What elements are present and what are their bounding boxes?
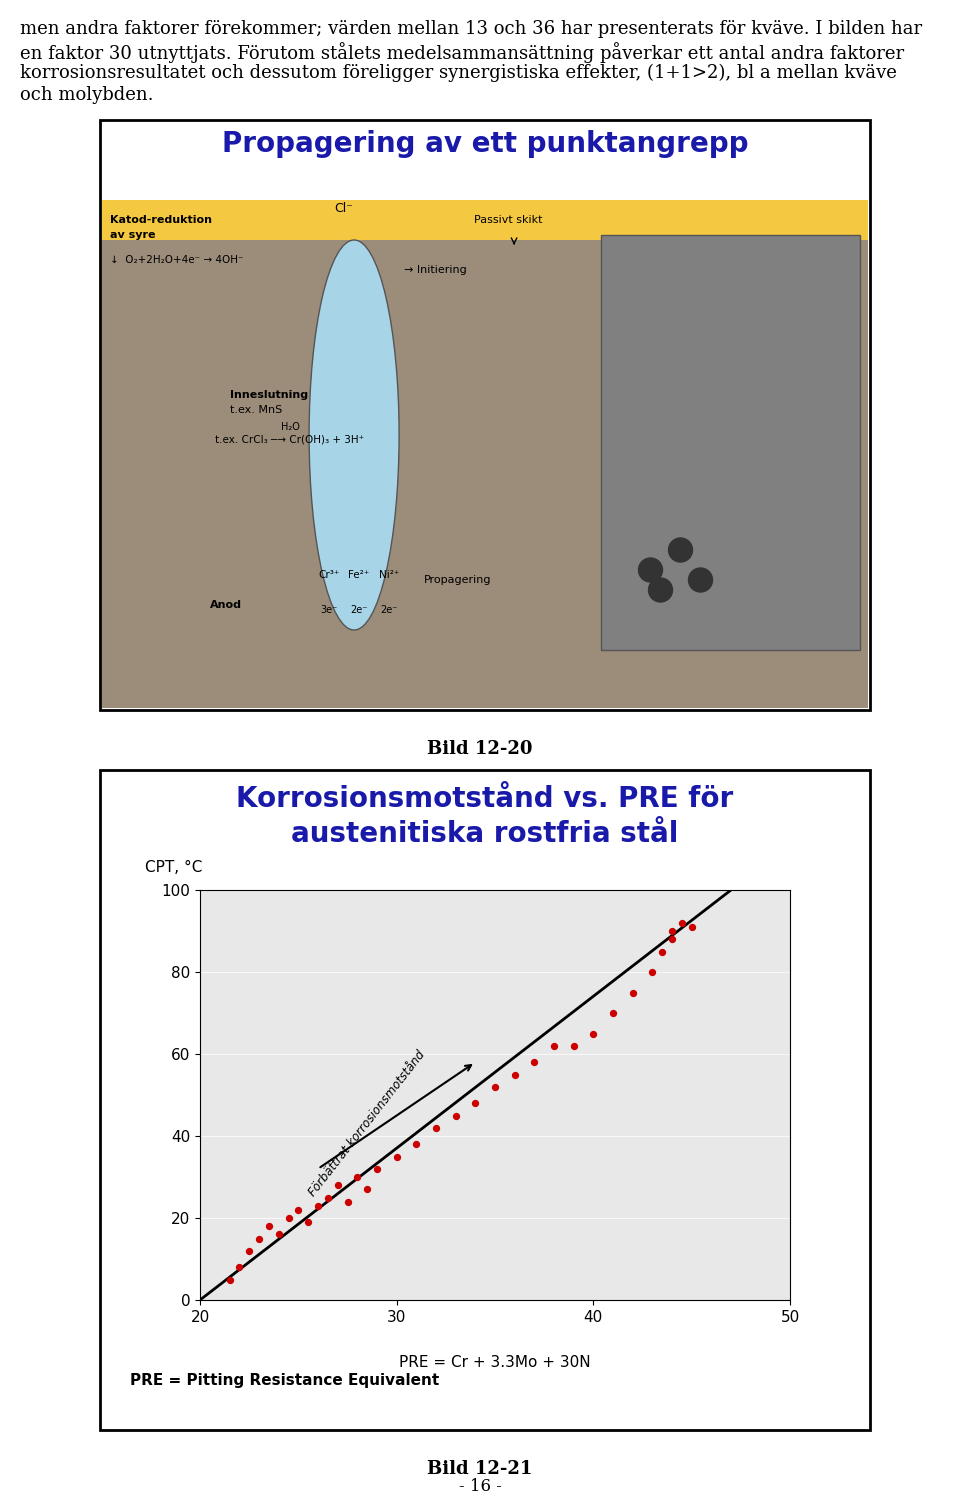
Text: PRE = Pitting Resistance Equivalent: PRE = Pitting Resistance Equivalent [130,1373,440,1388]
Point [330,1173,346,1197]
Circle shape [668,538,692,562]
Text: Bild 12-20: Bild 12-20 [427,740,533,758]
Point [261,1214,276,1238]
Text: → Initiering: → Initiering [404,264,467,275]
Text: och molybden.: och molybden. [20,86,154,104]
Text: Ni²⁺: Ni²⁺ [379,569,399,580]
Text: av syre: av syre [110,230,156,240]
Text: t.ex. CrCl₃ ─→ Cr(OH)₃ + 3H⁺: t.ex. CrCl₃ ─→ Cr(OH)₃ + 3H⁺ [215,435,364,445]
Bar [102,199,868,240]
Text: - 16 -: - 16 - [459,1478,501,1495]
Text: Propagering av ett punktangrepp: Propagering av ett punktangrepp [222,130,748,159]
Point [231,1255,247,1279]
Text: Fe²⁺: Fe²⁺ [348,569,370,580]
Point [389,1145,404,1169]
Point [546,1034,562,1059]
Text: Korrosionsmotstånd vs. PRE för: Korrosionsmotstånd vs. PRE för [236,785,733,812]
Point [527,1049,542,1074]
Point [684,915,699,939]
Text: korrosionsresultatet och dessutom föreligger synergistiska effekter, (1+1>2), bl: korrosionsresultatet och dessutom föreli… [20,63,897,82]
Point [340,1190,355,1214]
Text: austenitiska rostfria stål: austenitiska rostfria stål [291,820,679,849]
Text: Propagering: Propagering [424,575,492,584]
Point [674,911,689,935]
Text: CPT, °C: CPT, °C [145,861,203,874]
Text: Passivt skikt: Passivt skikt [474,214,542,225]
Text: Bild 12-21: Bild 12-21 [427,1460,533,1478]
Text: men andra faktorer förekommer; värden mellan 13 och 36 har presenterats för kväv: men andra faktorer förekommer; värden me… [20,20,923,38]
Point [242,1238,257,1262]
Text: 3e⁻: 3e⁻ [321,606,338,615]
Bar [601,236,860,649]
Point [222,1267,237,1291]
Text: 2e⁻: 2e⁻ [350,606,368,615]
Circle shape [649,578,673,602]
Text: Anod: Anod [210,599,242,610]
Circle shape [638,559,662,581]
Text: Katod-reduktion: Katod-reduktion [110,214,212,225]
Point [468,1092,483,1116]
Text: ↓  O₂+2H₂O+4e⁻ → 4OH⁻: ↓ O₂+2H₂O+4e⁻ → 4OH⁻ [110,255,244,264]
Point [281,1206,297,1231]
Point [359,1178,374,1202]
Point [409,1132,424,1157]
Bar [102,240,868,708]
Point [252,1226,267,1250]
Point [291,1197,306,1222]
Text: en faktor 30 utnyttjats. Förutom stålets medelsammansättning påverkar ett antal : en faktor 30 utnyttjats. Förutom stålets… [20,42,904,63]
Point [507,1063,522,1087]
Point [320,1185,335,1210]
Point [664,920,680,944]
Point [310,1193,325,1217]
Circle shape [688,568,712,592]
Point [370,1157,385,1181]
Text: Förbättrat korrosionsmotstånd: Förbättrat korrosionsmotstånd [306,1048,428,1199]
Text: Cr³⁺: Cr³⁺ [319,569,340,580]
Text: Cl⁻: Cl⁻ [335,201,353,214]
Text: t.ex. MnS: t.ex. MnS [230,405,282,415]
Text: PRE = Cr + 3.3Mo + 30N: PRE = Cr + 3.3Mo + 30N [399,1354,590,1370]
Point [488,1075,503,1099]
Point [625,980,640,1004]
Point [448,1104,464,1128]
Ellipse shape [309,240,399,630]
Point [606,1001,621,1025]
Point [664,927,680,951]
Bar [102,240,598,255]
Bar [100,119,870,710]
Point [645,960,660,985]
Point [349,1164,365,1188]
Text: 2e⁻: 2e⁻ [380,606,397,615]
Point [428,1116,444,1140]
Bar [100,770,870,1430]
Text: H₂O: H₂O [280,421,300,432]
Text: Inneslutning: Inneslutning [230,390,308,400]
Point [300,1210,316,1234]
Point [655,939,670,963]
Point [586,1021,601,1045]
Point [271,1222,286,1246]
Point [566,1034,582,1059]
